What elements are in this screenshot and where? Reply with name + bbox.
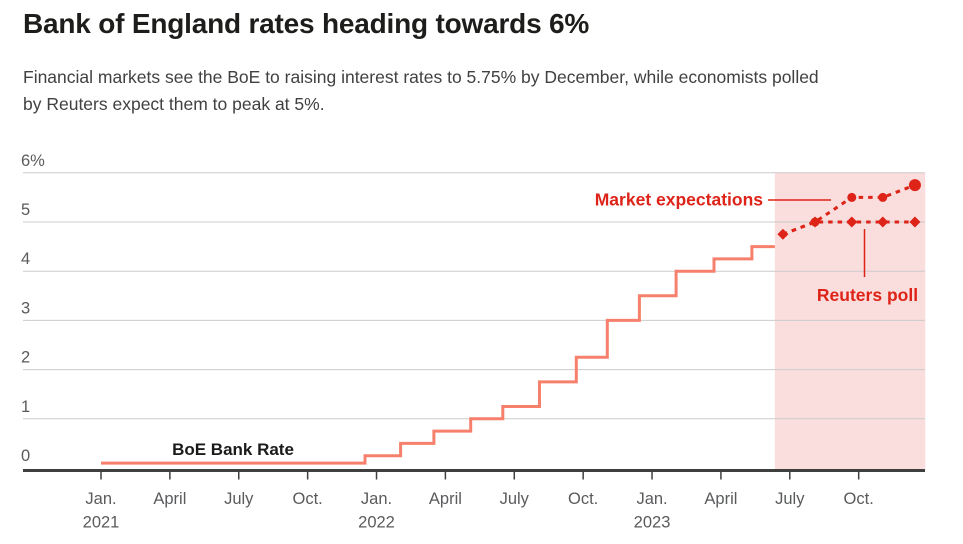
x-tick-label: Oct. [568,490,598,508]
x-tick-label: July [500,490,530,508]
market-expectations-label: Market expectations [595,190,764,210]
market-marker [908,179,921,192]
reuters-marker [877,216,889,228]
x-tick-label: Oct. [293,490,323,508]
boe-rate-line [101,245,775,465]
reuters-poll-line [782,220,915,236]
forecast-region [774,173,926,470]
subtitle-line-2: by Reuters expect them to peak at 5%. [23,94,325,114]
rate-chart: 6% 5 4 3 2 1 0 Jan. 2021 April July Oct. Jan. 2022 Apr… [21,152,926,532]
chart-subtitle: Financial markets see the BoE to raising… [23,64,819,118]
x-tick-label: Jan. [636,490,667,508]
x-tick-label: July [775,490,805,508]
boe-rate-label: BoE Bank Rate [172,440,294,459]
subtitle-line-1: Financial markets see the BoE to raising… [23,67,819,87]
reuters-marker [909,216,921,228]
x-tick-label: April [704,490,737,508]
market-marker [847,192,857,202]
reuters-poll-label: Reuters poll [817,285,918,305]
x-tick-label: July [224,490,254,508]
x-tick-label: April [429,490,462,508]
x-tick-label: Jan. [361,490,392,508]
y-tick-label: 2 [21,349,30,367]
x-tick-year: 2022 [358,514,395,532]
y-tick-label: 5 [21,201,30,219]
reuters-marker [777,228,789,240]
x-ticks: Jan. 2021 April July Oct. Jan. 2022 April July Oc… [83,472,874,532]
market-marker [878,192,888,202]
reuters-marker [846,216,858,228]
y-tick-label: 0 [21,447,30,465]
reuters-marker [809,216,821,228]
reuters-markers [777,216,921,240]
x-tick-year: 2021 [83,514,120,532]
x-tick-label: April [153,490,186,508]
y-axis-labels: 6% 5 4 3 2 1 0 [21,152,45,465]
x-tick-year: 2023 [634,514,671,532]
y-tick-label: 4 [21,250,30,268]
y-tick-label: 1 [21,398,30,416]
x-axis-line [23,469,925,472]
chart-title: Bank of England rates heading towards 6% [23,8,590,39]
x-tick-label: Jan. [85,490,116,508]
y-tick-label: 3 [21,299,30,317]
x-tick-label: Oct. [844,490,874,508]
y-tick-label: 6% [21,152,45,170]
